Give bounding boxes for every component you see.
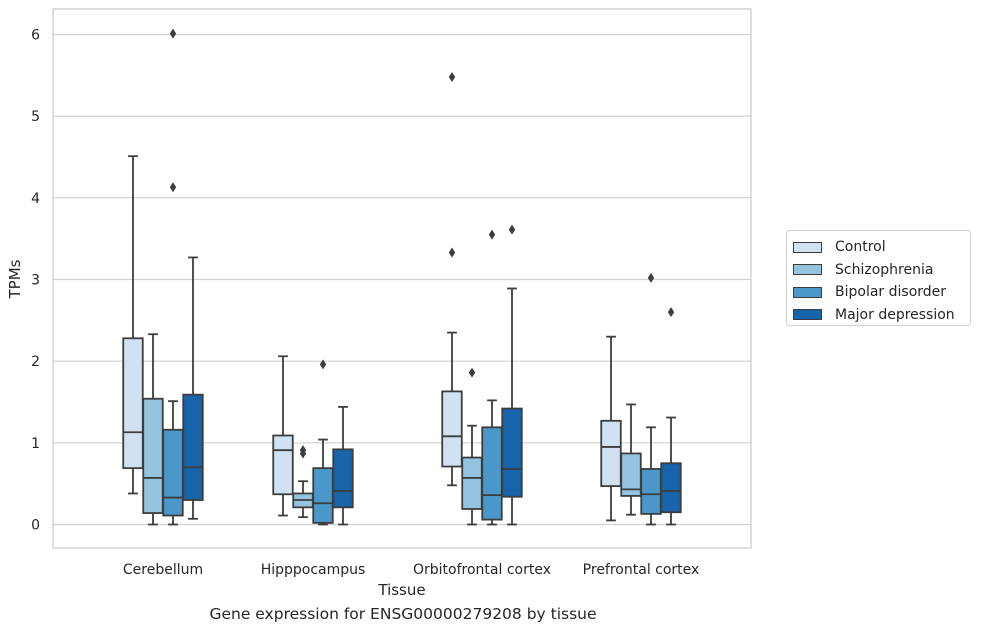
- box-0-2: [441, 71, 463, 487]
- box-1-2: [461, 367, 483, 526]
- box-body: [122, 337, 144, 470]
- y-tick-label: 5: [31, 109, 40, 125]
- y-axis-title: TPMs: [6, 259, 24, 299]
- box-body: [182, 393, 204, 501]
- x-axis-title: Tissue: [377, 581, 425, 599]
- outlier-point: [319, 359, 327, 370]
- legend-swatch: [793, 241, 822, 253]
- box-3-2: [501, 224, 523, 526]
- box-body: [600, 419, 622, 488]
- legend-swatch: [793, 309, 822, 321]
- x-tick-label: Orbitofrontal cortex: [413, 562, 551, 578]
- outlier-point: [448, 247, 456, 258]
- x-axis-ticks: Cerebellum Hipppocampus Orbitofrontal cort…: [123, 562, 699, 578]
- outlier-point: [488, 229, 496, 240]
- box-1-3: [620, 403, 642, 516]
- outlier-point: [468, 367, 476, 378]
- x-tick-label: Cerebellum: [123, 562, 203, 578]
- box-body: [481, 426, 503, 521]
- y-axis-ticks: 0 1 2 3 4 5 6: [31, 28, 40, 534]
- outlier-point: [508, 224, 516, 235]
- legend-label: Bipolar disorder: [835, 284, 947, 301]
- outlier-point: [169, 28, 177, 39]
- box-body: [162, 428, 184, 517]
- box-1-0: [142, 333, 164, 526]
- box-2-0: [162, 28, 184, 526]
- outlier-point: [667, 307, 675, 318]
- y-tick-label: 4: [31, 191, 40, 207]
- outlier-point: [299, 445, 307, 456]
- box-2-1: [312, 359, 334, 526]
- y-tick-label: 0: [31, 518, 40, 534]
- box-2-2: [481, 229, 503, 526]
- legend-item: Control: [793, 236, 970, 259]
- box-body: [501, 407, 523, 498]
- x-tick-label: Prefrontal cortex: [583, 562, 700, 578]
- box-body: [142, 397, 164, 514]
- box-body: [312, 467, 334, 524]
- box-body: [332, 448, 354, 509]
- outlier-point: [169, 182, 177, 193]
- y-tick-label: 2: [31, 354, 40, 370]
- legend-item: Major depression: [793, 304, 970, 327]
- box-0-3: [600, 335, 622, 522]
- box-1-1: [292, 445, 314, 519]
- y-tick-label: 1: [31, 436, 40, 452]
- box-3-1: [332, 405, 354, 526]
- legend-item: Schizophrenia: [793, 259, 970, 282]
- box-body: [640, 468, 662, 515]
- y-tick-label: 6: [31, 28, 40, 44]
- box-body: [461, 456, 483, 510]
- box-body: [441, 390, 463, 468]
- box-3-0: [182, 256, 204, 520]
- box-body: [272, 434, 294, 496]
- legend: Control Schizophrenia Bipolar disorder Majo…: [786, 230, 971, 326]
- legend-swatch: [793, 286, 822, 298]
- box-3-3: [660, 307, 682, 526]
- legend-label: Schizophrenia: [835, 261, 934, 278]
- box-0-1: [272, 355, 294, 517]
- y-tick-label: 3: [31, 273, 40, 289]
- legend-swatch: [793, 264, 822, 276]
- outlier-point: [448, 71, 456, 82]
- x-tick-label: Hipppocampus: [261, 562, 366, 578]
- outlier-point: [647, 272, 655, 283]
- legend-item: Bipolar disorder: [793, 281, 970, 304]
- box-2-3: [640, 272, 662, 526]
- figure-caption: Gene expression for ENSG00000279208 by t…: [209, 605, 597, 623]
- legend-label: Major depression: [835, 306, 955, 323]
- box-plot-boxes: [122, 28, 682, 526]
- legend-label: Control: [835, 239, 886, 256]
- box-0-0: [122, 155, 144, 495]
- box-body: [660, 462, 682, 514]
- plot-area-frame: [52, 8, 752, 549]
